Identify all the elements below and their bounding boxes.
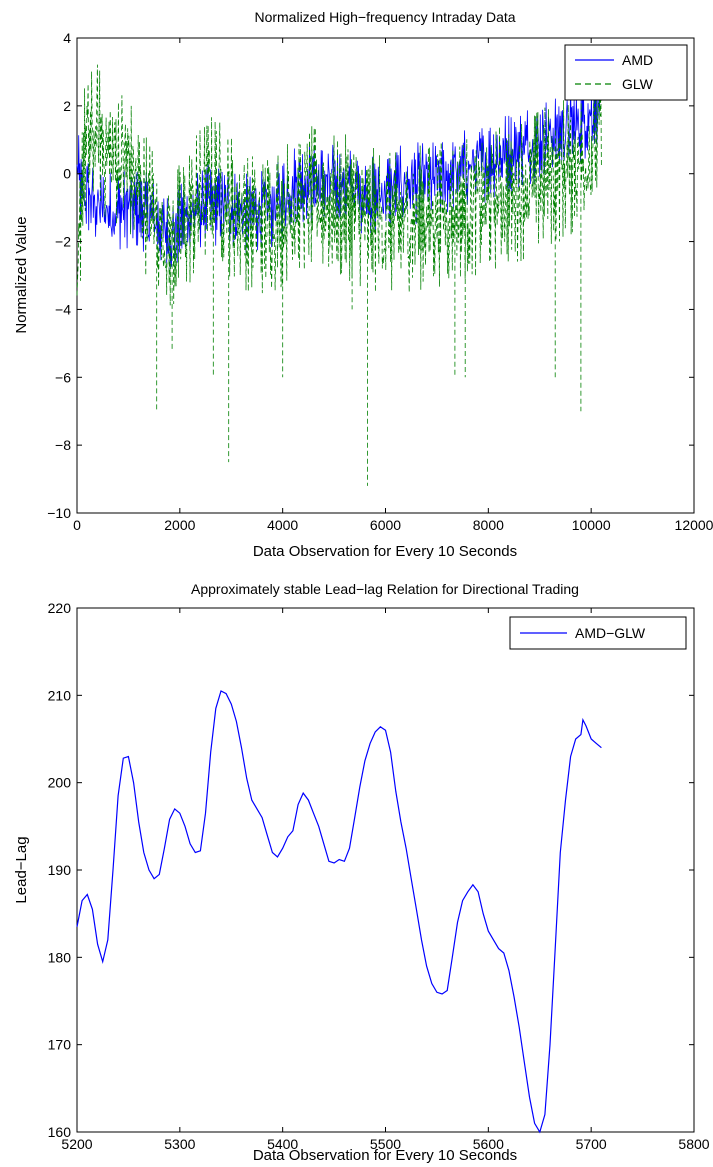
y-tick-label: −10 [47,505,71,521]
x-tick-label: 5800 [678,1136,709,1152]
legend-label-amd-glw: AMD−GLW [575,625,646,641]
x-tick-label: 8000 [473,517,504,533]
tick-layer: 5200 5300 5400 5500 5600 5700 5800 160 170 180 190… [48,600,710,1152]
chart-title: Normalized High−frequency Intraday Data [254,9,515,25]
series-amd-glw [76,690,602,1134]
x-tick-label: 6000 [370,517,401,533]
y-tick-label: 2 [63,98,71,114]
legend-box [564,44,688,101]
plot-area [76,37,695,514]
x-tick-label: 5400 [267,1136,298,1152]
y-tick-label: 170 [48,1037,72,1053]
x-tick-label: 5700 [576,1136,607,1152]
chart-title: Approximately stable Lead−lag Relation f… [191,581,579,597]
x-axis-label: Data Observation for Every 10 Seconds [253,1147,517,1164]
y-tick-label: 220 [48,600,72,616]
y-tick-label: 160 [48,1124,72,1140]
y-tick-label: 0 [63,166,71,182]
chart-lead-lag: Approximately stable Lead−lag Relation f… [13,581,710,1164]
series-layer [76,57,602,486]
y-tick-label: −4 [55,301,71,317]
chart-normalized-intraday: Normalized High−frequency Intraday Data … [13,9,713,560]
y-tick-label: 4 [63,30,71,46]
y-axis-label: Lead−Lag [13,836,30,903]
legend-label-glw: GLW [622,76,654,92]
legend-label-amd: AMD [622,52,653,68]
plot-area [76,607,695,1133]
legend: AMD GLW [564,44,688,101]
tick-layer: 0 2000 4000 6000 8000 10000 12000 −10 −8 −6 −4 −2 0 2… [47,30,713,533]
x-tick-label: 10000 [572,517,611,533]
x-tick-label: 12000 [675,517,713,533]
x-tick-label: 4000 [267,517,298,533]
y-tick-label: 190 [48,862,72,878]
y-axis-label: Normalized Value [13,216,30,333]
legend: AMD−GLW [509,616,687,650]
y-tick-label: 180 [48,949,72,965]
x-tick-label: 5600 [473,1136,504,1152]
series-amd [76,68,602,270]
x-tick-label: 5200 [61,1136,92,1152]
x-axis-label: Data Observation for Every 10 Seconds [253,543,517,560]
series-glw [76,57,602,486]
y-tick-label: 210 [48,687,72,703]
x-tick-label: 0 [73,517,81,533]
x-tick-label: 2000 [164,517,195,533]
y-tick-label: −8 [55,437,71,453]
y-tick-label: −2 [55,234,71,250]
y-tick-label: 200 [48,775,72,791]
x-tick-label: 5500 [370,1136,401,1152]
series-layer [76,690,602,1134]
y-tick-label: −6 [55,369,71,385]
x-tick-label: 5300 [164,1136,195,1152]
